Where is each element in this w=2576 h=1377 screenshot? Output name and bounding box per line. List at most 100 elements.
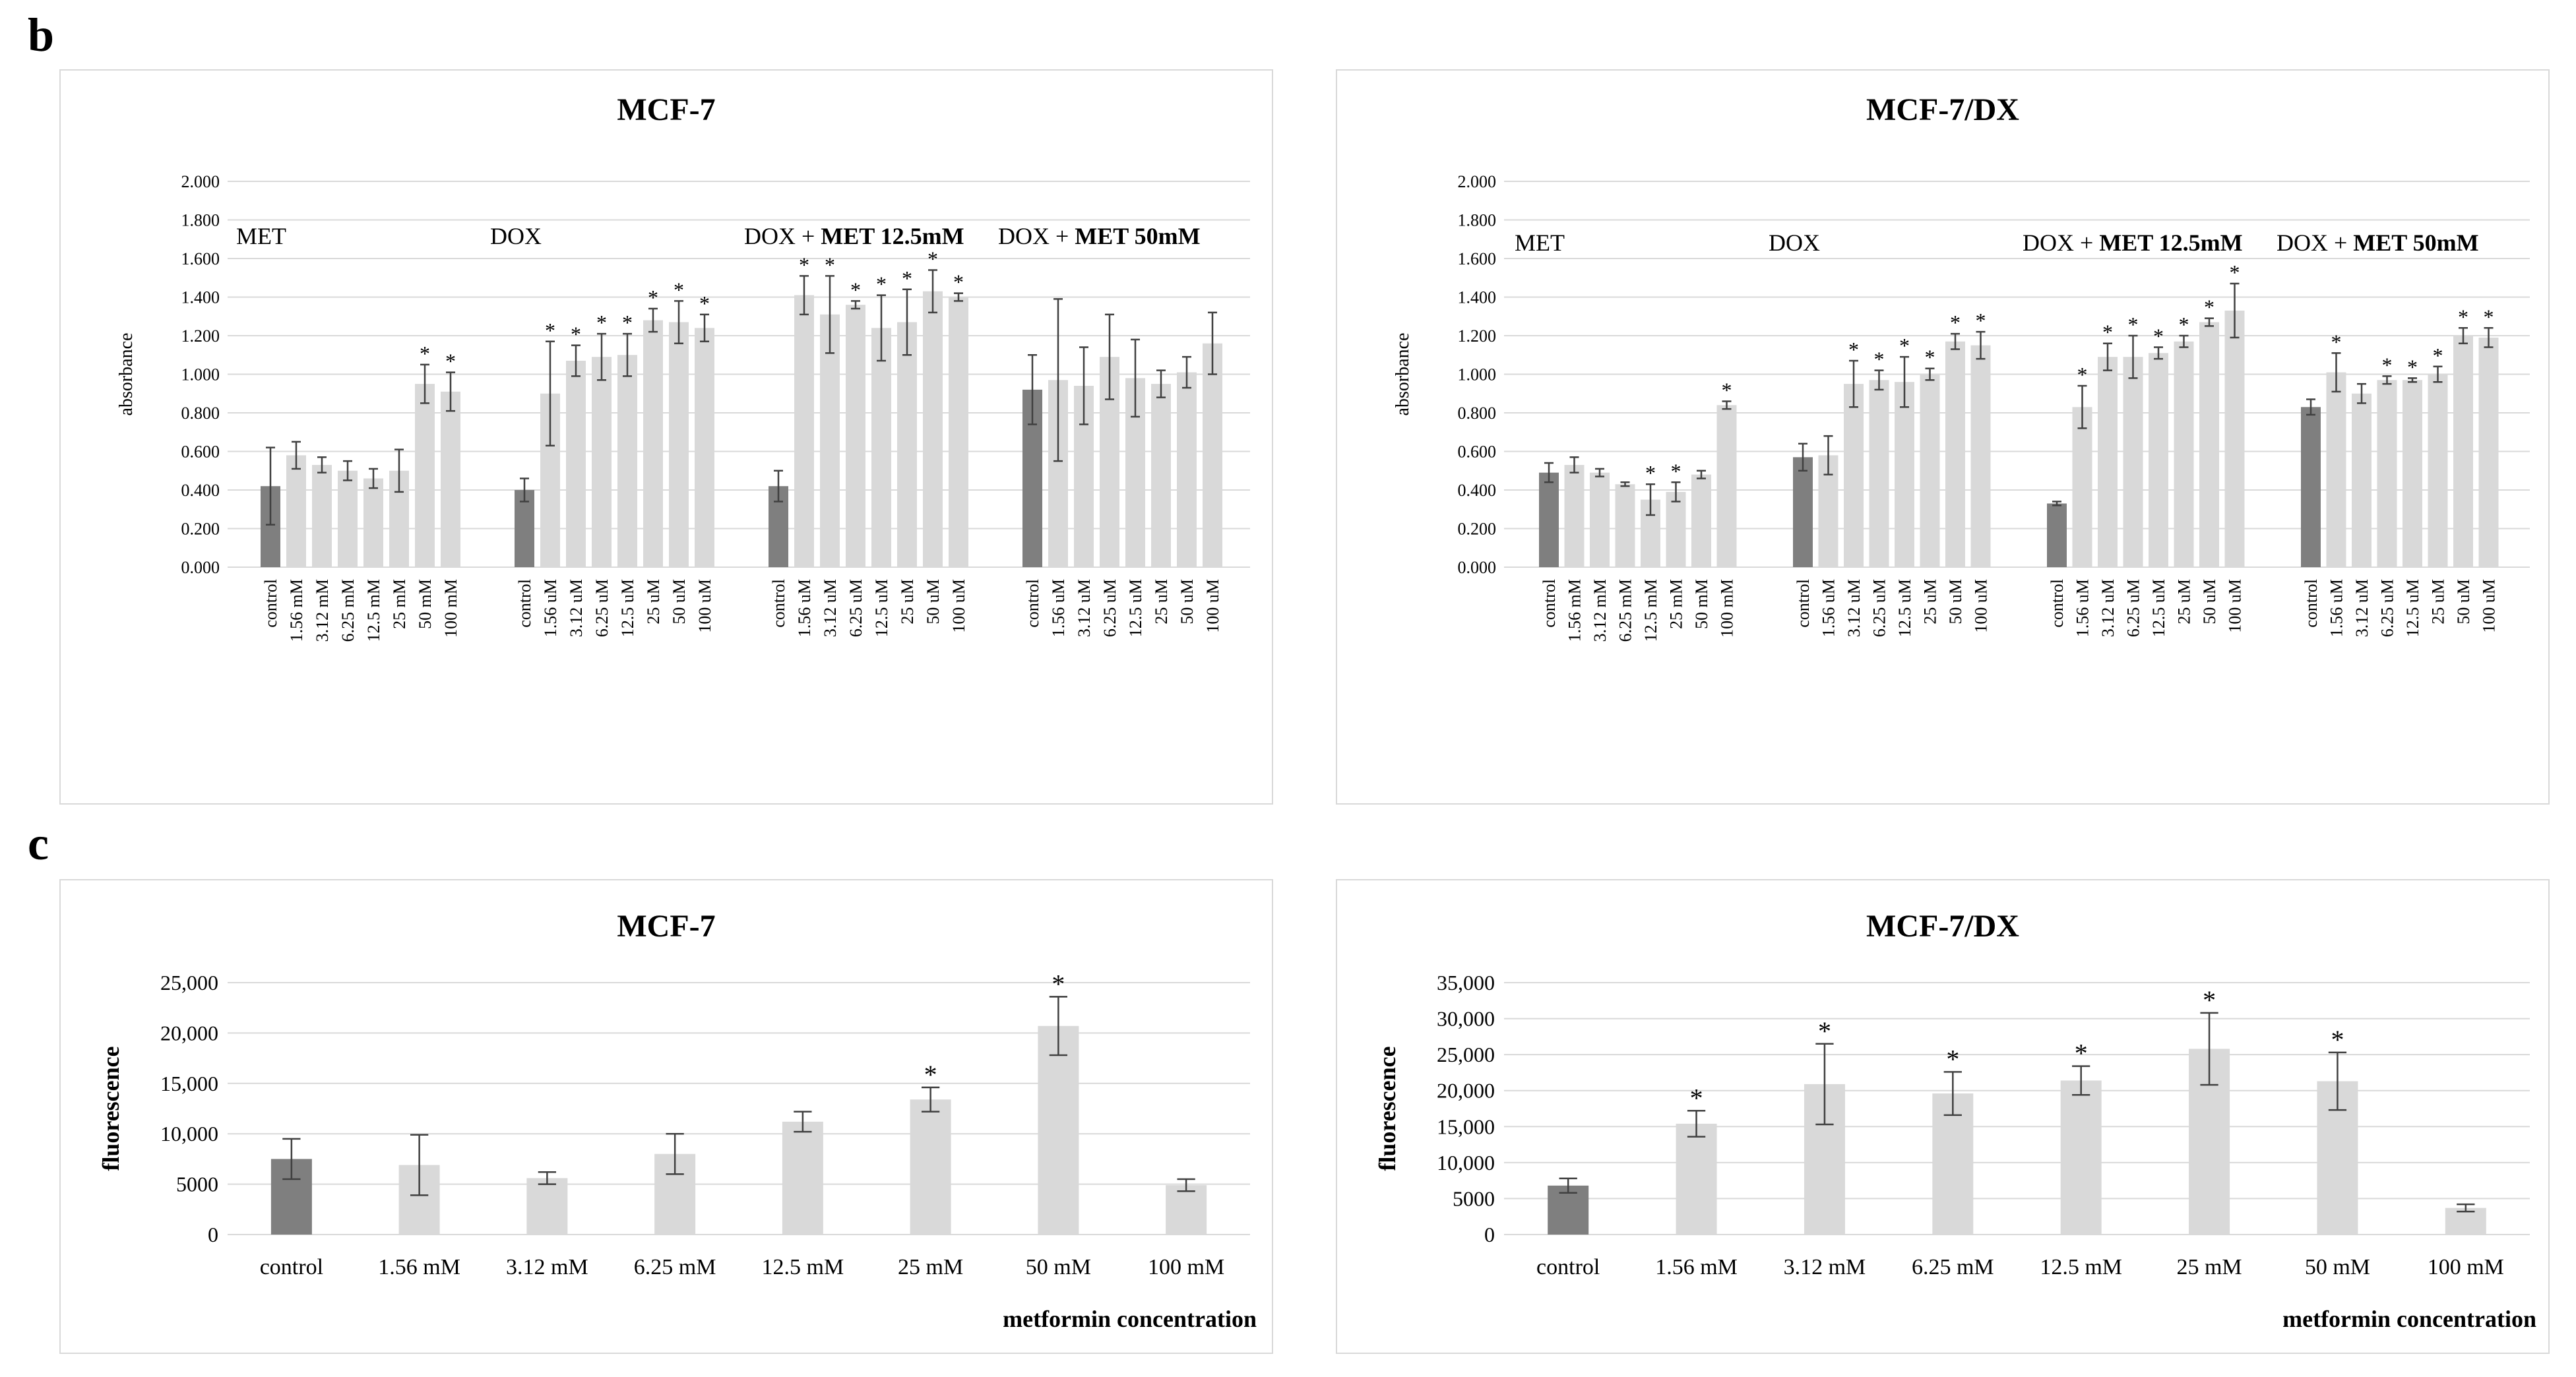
- b_right-g3-3-error-bar: [2382, 375, 2392, 385]
- b_right-g3-5-bar: [2428, 374, 2448, 567]
- b_right-group-label: DOX + MET 50mM: [2277, 229, 2479, 256]
- b_right-g1-4-error-bar: [1900, 355, 1909, 408]
- c_right-4-error-bar: [2072, 1065, 2090, 1096]
- c_left-4-bar: [782, 1121, 823, 1235]
- b_left-y-tick-label: 0.600: [181, 443, 220, 462]
- b_right-x-tick-label: 50 uM: [2200, 579, 2219, 625]
- b_right-g3-6-error-bar: [2459, 327, 2468, 344]
- b_right-g2-3-significance-star: *: [2128, 313, 2139, 336]
- b_right-g0-0-bar: [1539, 472, 1559, 567]
- c_left-x-tick-label: 12.5 mM: [762, 1255, 844, 1279]
- c_left-x-tick-label: control: [260, 1255, 323, 1279]
- b_left-x-tick-label: 50 uM: [1178, 579, 1197, 625]
- b_right-g3-5-significance-star: *: [2433, 344, 2443, 367]
- b_right-x-tick-label: control: [1540, 579, 1559, 628]
- c_left-5-bar: [910, 1099, 951, 1235]
- b_left-g0-3-error-bar: [343, 460, 352, 481]
- b_right-g3-7-significance-star: *: [2484, 305, 2494, 328]
- b_right-x-tick-label: 100 uM: [2480, 579, 2499, 633]
- b_left-g0-7-significance-star: *: [445, 350, 456, 373]
- b_left-g1-2-error-bar: [571, 344, 581, 377]
- b_left-x-tick-label: 6.25 uM: [1100, 579, 1119, 637]
- b_left-g0-2-bar: [312, 464, 332, 567]
- b_left-y-tick-label: 0.800: [181, 404, 220, 423]
- b_right-g2-7-significance-star: *: [2230, 260, 2240, 284]
- b_right-g2-4-bar: [2149, 353, 2168, 567]
- b_right-x-tick-label: 12.5 uM: [2403, 579, 2422, 637]
- b_left-g2-2-significance-star: *: [825, 253, 835, 276]
- b_right-g1-0-bar: [1793, 457, 1813, 567]
- b_left-x-tick-label: control: [261, 579, 280, 628]
- b_right-x-tick-label: 3.12 uM: [2098, 579, 2118, 637]
- b_left-g0-2-error-bar: [317, 456, 327, 474]
- c_left-3-error-bar: [666, 1132, 684, 1175]
- b_left-x-tick-label: control: [515, 579, 534, 628]
- b_right-g2-6-error-bar: [2205, 317, 2214, 327]
- b_left-x-tick-label: 12.5 uM: [1126, 579, 1145, 637]
- b_right-g0-2-bar: [1590, 472, 1610, 567]
- b_right-g1-2-error-bar: [1849, 359, 1858, 408]
- b_left-g1-3-significance-star: *: [596, 311, 607, 334]
- b_left-g2-2-error-bar: [825, 275, 834, 354]
- b_right-g3-2-bar: [2352, 393, 2372, 567]
- b_right-g2-5-error-bar: [2179, 334, 2189, 348]
- b_left-x-tick-label: 6.25 mM: [338, 579, 358, 642]
- b_left-group-label: DOX + MET 50mM: [998, 223, 1201, 249]
- b_right-x-tick-label: 3.12 uM: [1844, 579, 1864, 637]
- c_left-y-tick-label: 25,000: [160, 971, 218, 994]
- b_left-g3-5-error-bar: [1156, 369, 1166, 398]
- c_left-x-tick-label: 6.25 mM: [634, 1255, 716, 1279]
- c_left-5-significance-star: *: [924, 1060, 937, 1089]
- b_right-x-tick-label: 100 uM: [2226, 579, 2245, 633]
- b_left-x-tick-label: 1.56 mM: [287, 579, 306, 642]
- b_left-g1-0-bar: [515, 490, 534, 567]
- b_left-g3-5-bar: [1151, 384, 1171, 567]
- b_left-g3-3-error-bar: [1105, 313, 1114, 400]
- b_right-g3-4-significance-star: *: [2407, 355, 2418, 379]
- b_right-y-axis-label: absorbance: [1393, 333, 1413, 416]
- c_left-4-error-bar: [794, 1111, 812, 1133]
- b_left-y-tick-label: 0.000: [181, 558, 220, 577]
- b_right-x-tick-label: 1.56 uM: [1819, 579, 1838, 637]
- b_left-g2-5-significance-star: *: [902, 266, 912, 290]
- c_right-x-tick-label: 6.25 mM: [1912, 1255, 1994, 1279]
- b_right-g0-4-significance-star: *: [1645, 461, 1656, 485]
- b_left-x-tick-label: 25 uM: [644, 579, 663, 625]
- b_right-g3-4-bar: [2403, 380, 2422, 567]
- b_right-g0-3-bar: [1615, 484, 1635, 567]
- b_left-g2-3-significance-star: *: [850, 278, 861, 301]
- b_left-g2-1-bar: [794, 295, 814, 567]
- b_right-x-tick-label: 6.25 uM: [2378, 579, 2397, 637]
- b_right-g1-2-bar: [1844, 384, 1864, 567]
- b_right-g2-4-error-bar: [2154, 346, 2163, 360]
- b_right-y-tick-label: 1.200: [1458, 326, 1497, 346]
- c_left-6-bar: [1038, 1025, 1079, 1235]
- panel-label-b: b: [28, 9, 55, 61]
- b_right-x-tick-label: 50 uM: [1946, 579, 1965, 625]
- b_left-g2-4-significance-star: *: [876, 272, 887, 296]
- b_left-g0-3-bar: [338, 470, 358, 567]
- b_right-y-tick-label: 0.600: [1458, 443, 1497, 462]
- b_left-x-tick-label: 3.12 mM: [313, 579, 332, 642]
- c_left-2-error-bar: [538, 1171, 557, 1185]
- b_right-g0-7-error-bar: [1722, 400, 1732, 410]
- b_left-g0-5-error-bar: [394, 448, 404, 493]
- b_right-g1-5-error-bar: [1925, 367, 1935, 381]
- c_right-6-error-bar: [2328, 1051, 2347, 1111]
- b_left-g1-1-significance-star: *: [545, 319, 555, 342]
- c_right-0-bar: [1548, 1185, 1589, 1235]
- b_left-g1-4-error-bar: [623, 332, 632, 377]
- b_left-g1-7-bar: [695, 328, 714, 567]
- b_right-x-tick-label: 100 mM: [1718, 579, 1737, 638]
- b_left-g3-6-error-bar: [1182, 355, 1191, 389]
- b_left-x-tick-label: 12.5 mM: [364, 579, 383, 642]
- c_right-0-error-bar: [1559, 1177, 1577, 1194]
- c_right-5-error-bar: [2200, 1012, 2218, 1086]
- b_left-x-tick-label: 1.56 uM: [1049, 579, 1068, 637]
- b_left-x-tick-label: control: [769, 579, 788, 628]
- c_right-4-bar: [2060, 1080, 2102, 1235]
- b_right-x-tick-label: control: [2302, 579, 2321, 628]
- b_right-g1-4-significance-star: *: [1899, 334, 1910, 357]
- b_left-group-label: MET: [236, 223, 286, 249]
- b_left-g0-4-error-bar: [369, 468, 378, 489]
